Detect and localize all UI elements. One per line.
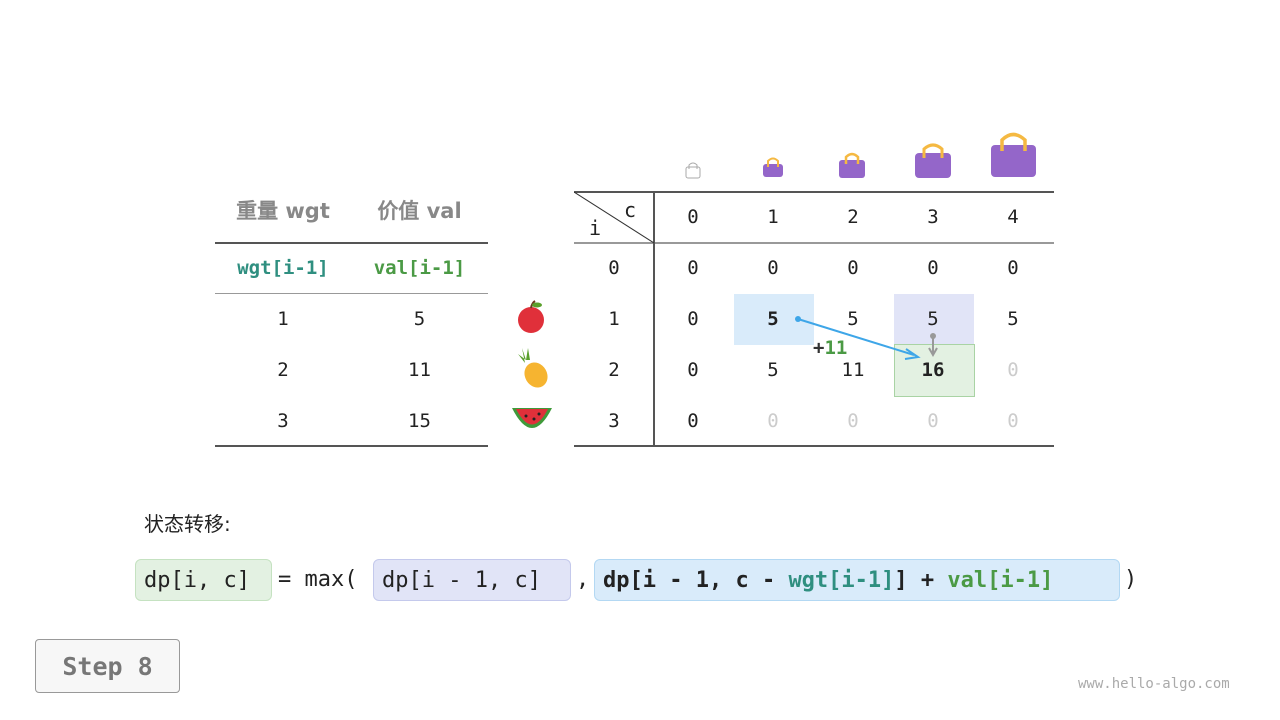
dp-cell: 0 [767,410,779,432]
dp-cell: 0 [1007,410,1019,432]
added-value: 11 [824,337,848,359]
value-annotation: +11 [813,337,847,359]
dp-cell: 0 [1007,257,1019,279]
opt2-plus: ] + [894,568,948,593]
dp-cell: 5 [767,359,779,381]
apple-icon [518,300,544,333]
formula-option-1: dp[i - 1, c] [373,559,571,601]
opt2-dp: dp[i - 1, c - [603,568,789,593]
watermark: www.hello-algo.com [1078,676,1230,692]
divider [574,445,1054,447]
col-header: 1 [767,206,779,228]
plus-sign: + [813,337,825,359]
item-cell: 11 [408,359,431,381]
header-wgt: 重量 wgt [236,199,330,223]
row-header: 2 [608,359,620,381]
dp-cell: 5 [847,308,859,330]
col-header: 3 [927,206,939,228]
dp-cell: 11 [841,359,865,381]
row-header: 3 [608,410,620,432]
watermelon-icon [512,408,552,428]
formula-option-2: dp[i - 1, c - wgt[i-1]] + val[i-1] [594,559,1120,601]
dp-cell: 16 [921,359,945,381]
bag-icon-2 [839,152,865,178]
row-header: 1 [608,308,620,330]
opt2-val: val[i-1] [947,568,1054,593]
header-val: 价值 val [377,199,462,223]
formula-comma: , [576,567,590,592]
diagonal-line [574,192,654,243]
col-label: c [624,198,637,222]
item-cell: 5 [413,308,426,330]
dp-cell: 0 [687,257,699,279]
formula-lhs: dp[i, c] [135,559,272,601]
dp-cell: 0 [927,410,939,432]
dp-cell: 5 [767,308,779,330]
dp-cell: 0 [847,410,859,432]
divider [215,445,488,447]
divider [574,191,1054,193]
col-header: 0 [687,206,699,228]
dp-cell: 0 [847,257,859,279]
col-header: 2 [847,206,859,228]
dp-cell: 0 [687,308,699,330]
formula-close: ) [1124,567,1138,592]
item-cell: 15 [408,410,431,432]
divider [574,242,1054,244]
divider [215,242,488,244]
diagonal-arrow [797,318,915,356]
divider [653,192,655,446]
formula-max: = max( [278,567,358,592]
dp-cell: 0 [687,410,699,432]
divider [215,293,488,294]
row-label: i [589,216,602,240]
pineapple-icon [518,348,548,388]
dp-cell: 5 [927,308,939,330]
step-button[interactable]: Step 8 [35,639,180,693]
bag-icon-4 [991,132,1036,177]
item-cell: 2 [277,359,289,381]
col-header: 4 [1007,206,1019,228]
opt2-wgt: wgt[i-1] [788,568,895,593]
formula-label: 状态转移: [144,512,231,536]
dp-cell: 0 [927,257,939,279]
subheader-wgt: wgt[i-1] [237,257,329,279]
dp-cell: 0 [1007,359,1019,381]
row-header: 0 [608,257,620,279]
dp-cell: 0 [767,257,779,279]
item-cell: 1 [277,308,289,330]
item-cell: 3 [277,410,289,432]
bag-icon-1 [763,157,783,177]
empty-bag-icon [685,162,701,179]
dp-cell: 0 [687,359,699,381]
dp-cell: 5 [1007,308,1019,330]
bag-icon-3 [915,143,951,178]
subheader-val: val[i-1] [373,257,466,279]
